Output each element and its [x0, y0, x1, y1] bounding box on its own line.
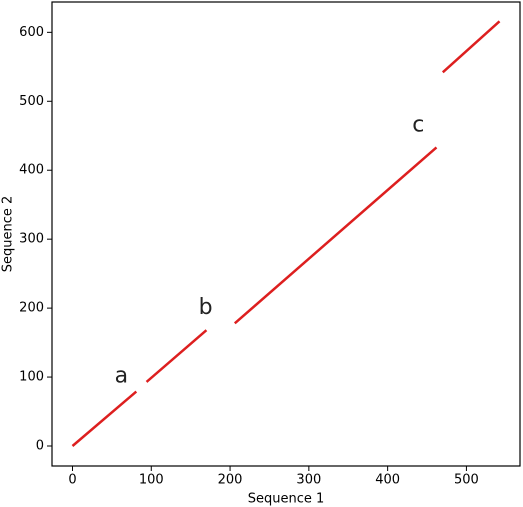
plot-frame	[51, 1, 521, 467]
annotation: b	[199, 295, 213, 320]
y-tick-label: 0	[36, 439, 44, 454]
y-tick-label: 600	[19, 25, 44, 40]
y-tick-label: 200	[19, 301, 44, 316]
x-tick-label: 500	[454, 473, 479, 488]
x-axis-label: Sequence 1	[248, 492, 325, 507]
line-series	[71, 20, 501, 447]
y-tick-label: 400	[19, 163, 44, 178]
x-tick-label: 400	[375, 473, 400, 488]
y-tick-label: 100	[19, 370, 44, 385]
annotation: a	[115, 363, 128, 388]
y-tick-label: 500	[19, 94, 44, 109]
y-axis-label: Sequence 2	[1, 196, 16, 273]
x-tick-label: 300	[296, 473, 321, 488]
x-tick-label: 100	[139, 473, 164, 488]
x-tick-label: 200	[218, 473, 243, 488]
y-tick-label: 300	[19, 232, 44, 247]
annotation: c	[412, 112, 424, 137]
x-tick-label: 0	[68, 473, 76, 488]
